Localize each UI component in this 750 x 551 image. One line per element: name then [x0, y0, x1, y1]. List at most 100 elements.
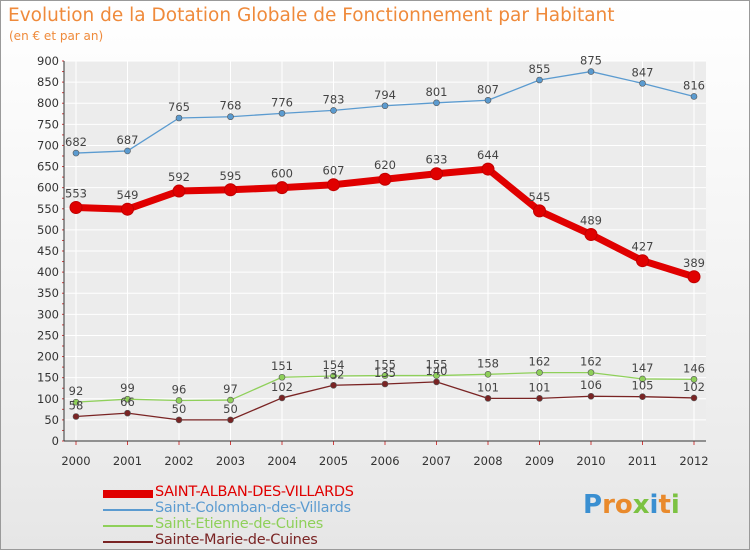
- data-label: 147: [632, 361, 654, 375]
- legend-item: Saint-Colomban-des-Villards: [103, 500, 423, 518]
- data-point: [124, 147, 131, 155]
- data-point: [175, 114, 183, 122]
- data-label: 155: [374, 358, 396, 372]
- data-label: 427: [632, 240, 654, 254]
- y-tick-label: 400: [37, 265, 59, 279]
- data-label: 135: [374, 366, 396, 380]
- logo-letter: r: [602, 490, 615, 520]
- data-label: 151: [271, 359, 293, 373]
- data-label: 154: [323, 358, 345, 372]
- legend-swatch: [103, 525, 153, 527]
- data-point: [584, 228, 598, 242]
- data-label: 607: [323, 164, 345, 178]
- logo-letter: i: [649, 490, 659, 520]
- data-point: [687, 270, 701, 284]
- data-point: [636, 254, 649, 268]
- data-point: [227, 416, 234, 424]
- data-label: 50: [223, 402, 238, 416]
- data-point: [639, 80, 646, 87]
- data-point: [275, 181, 289, 195]
- data-label: 146: [683, 361, 705, 375]
- y-tick-label: 0: [52, 434, 59, 448]
- data-label: 644: [477, 148, 499, 162]
- legend-swatch: [103, 490, 153, 498]
- data-label: 620: [374, 158, 396, 172]
- x-tick-label: 2007: [422, 454, 451, 468]
- data-label: 97: [223, 382, 238, 396]
- data-point: [278, 394, 286, 402]
- y-tick-label: 300: [37, 307, 59, 321]
- data-label: 162: [529, 355, 551, 369]
- y-tick-label: 700: [37, 138, 59, 152]
- x-tick-label: 2011: [628, 454, 657, 468]
- data-point: [433, 378, 440, 386]
- data-label: 389: [683, 256, 705, 270]
- data-label: 847: [632, 65, 654, 79]
- legend-item: Sainte-Marie-de-Cuines: [103, 532, 423, 550]
- data-point: [690, 93, 698, 100]
- data-label: 96: [172, 382, 187, 396]
- data-point: [330, 381, 337, 389]
- data-label: 101: [529, 380, 551, 394]
- data-point: [690, 376, 698, 383]
- data-label: 682: [65, 135, 87, 149]
- data-point: [536, 76, 543, 84]
- data-label: 549: [117, 188, 139, 202]
- logo-letter: t: [658, 490, 671, 520]
- legend-label: Sainte-Marie-de-Cuines: [155, 532, 318, 548]
- legend: SAINT-ALBAN-DES-VILLARDS Saint-Colomban-d…: [103, 484, 423, 550]
- proxiti-logo: Proxiti: [583, 490, 680, 520]
- y-tick-label: 200: [37, 350, 59, 364]
- legend-swatch: [103, 541, 153, 543]
- y-tick-label: 100: [37, 392, 59, 406]
- legend-label: Saint-Colomban-des-Villards: [155, 500, 351, 516]
- data-label: 768: [220, 99, 242, 113]
- data-point: [433, 99, 440, 107]
- logo-letter: o: [614, 490, 633, 520]
- x-tick-label: 2009: [525, 454, 554, 468]
- data-point: [227, 396, 234, 404]
- x-tick-label: 2012: [679, 454, 708, 468]
- x-tick-label: 2008: [473, 454, 502, 468]
- y-tick-label: 500: [37, 223, 59, 237]
- data-point: [327, 178, 340, 192]
- x-tick-label: 2005: [319, 454, 348, 468]
- data-label: 595: [220, 169, 242, 183]
- y-tick-label: 150: [37, 371, 59, 385]
- data-label: 875: [580, 54, 602, 68]
- legend-label: SAINT-ALBAN-DES-VILLARDS: [155, 484, 354, 500]
- data-label: 794: [374, 88, 396, 102]
- data-label: 633: [426, 153, 448, 167]
- y-tick-label: 600: [37, 181, 59, 195]
- legend-item: Saint-Etienne-de-Cuines: [103, 516, 423, 534]
- data-label: 132: [323, 367, 345, 381]
- y-tick-label: 800: [37, 96, 59, 110]
- data-label: 687: [117, 133, 139, 147]
- data-label: 545: [529, 190, 551, 204]
- data-label: 776: [271, 95, 293, 109]
- data-label: 66: [120, 395, 135, 409]
- legend-label: Saint-Etienne-de-Cuines: [155, 516, 324, 532]
- data-label: 99: [120, 381, 135, 395]
- x-tick-label: 2004: [267, 454, 296, 468]
- y-tick-label: 50: [44, 413, 59, 427]
- data-label: 101: [477, 380, 499, 394]
- data-point: [224, 183, 237, 197]
- data-point: [587, 68, 595, 75]
- y-tick-label: 450: [37, 244, 59, 258]
- data-point: [72, 149, 80, 157]
- data-label: 765: [168, 100, 190, 114]
- data-point: [72, 398, 80, 406]
- data-label: 816: [683, 78, 705, 92]
- data-point: [690, 394, 698, 402]
- data-point: [175, 397, 183, 404]
- data-point: [72, 413, 80, 420]
- data-point: [536, 369, 543, 376]
- data-point: [278, 373, 286, 381]
- y-tick-label: 250: [37, 328, 59, 342]
- data-label: 58: [69, 399, 84, 413]
- data-point: [172, 184, 186, 198]
- x-tick-label: 2003: [216, 454, 245, 468]
- data-point: [124, 395, 131, 403]
